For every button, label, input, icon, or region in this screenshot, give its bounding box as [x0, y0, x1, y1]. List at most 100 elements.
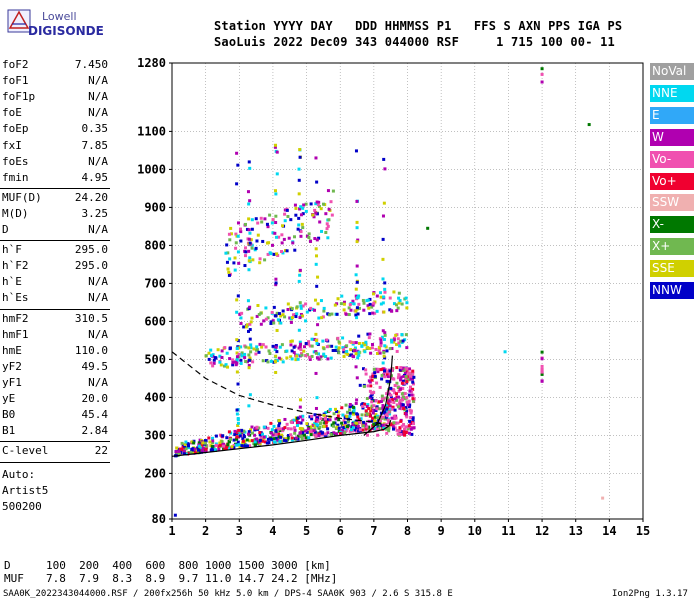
echo-point: [294, 315, 298, 319]
echo-point: [328, 208, 332, 212]
echo-point: [285, 208, 289, 212]
noise-point: [381, 277, 385, 281]
echo-point: [369, 394, 373, 398]
echo-point: [361, 298, 365, 302]
echo-point: [249, 238, 253, 242]
echo-point: [398, 387, 402, 391]
param-value: N/A: [88, 291, 108, 305]
echo-point: [379, 338, 383, 342]
param-name: h`Es: [2, 291, 29, 305]
echo-point: [320, 229, 324, 233]
noise-point: [315, 396, 319, 400]
echo-point: [393, 384, 397, 388]
param-name: hmF1: [2, 327, 29, 341]
noise-point: [356, 199, 360, 203]
noise-point: [540, 367, 544, 371]
echo-point: [407, 399, 411, 403]
echo-point: [370, 404, 374, 408]
echo-point: [184, 452, 188, 456]
param-name: M(D): [2, 206, 29, 220]
noise-point: [315, 180, 319, 184]
echo-point: [243, 444, 247, 448]
noise-point: [274, 235, 278, 239]
echo-point: [371, 416, 375, 420]
echo-point: [351, 349, 355, 353]
echo-point: [409, 411, 413, 415]
echo-point: [221, 434, 225, 438]
echo-point: [263, 258, 267, 262]
echo-point: [353, 309, 357, 313]
echo-point: [271, 344, 275, 348]
noise-point: [587, 123, 591, 127]
echo-point: [336, 414, 340, 418]
echo-point: [341, 346, 345, 350]
echo-point: [222, 443, 226, 447]
echo-point: [396, 385, 400, 389]
param-value: 7.450: [74, 58, 108, 71]
echo-point: [379, 295, 383, 299]
echo-point: [220, 443, 224, 447]
echo-point: [247, 346, 251, 350]
echo-point: [405, 370, 409, 374]
echo-point: [308, 357, 312, 361]
echo-point: [379, 341, 383, 345]
param-name: yF1: [2, 375, 22, 389]
echo-point: [239, 433, 243, 437]
param-value: 24.20: [74, 190, 108, 204]
echo-point: [379, 411, 383, 415]
echo-point: [342, 308, 346, 312]
echo-point: [200, 440, 204, 444]
param-value: 295.0: [74, 243, 108, 257]
echo-point: [326, 418, 330, 422]
echo-point: [315, 338, 319, 342]
echo-point: [397, 296, 401, 300]
echo-point: [193, 450, 197, 454]
x-tick-label: 9: [438, 524, 445, 538]
echo-point: [249, 346, 253, 350]
echo-point: [200, 444, 204, 448]
noise-point: [235, 355, 239, 359]
noise-point: [314, 338, 318, 342]
echo-point: [319, 430, 323, 434]
echo-point: [289, 420, 293, 424]
echo-point: [387, 392, 391, 396]
echo-point: [233, 268, 237, 272]
echo-point: [182, 444, 186, 448]
echo-point: [207, 357, 211, 361]
noise-point: [382, 337, 386, 341]
echo-point: [340, 421, 344, 425]
echo-point: [273, 355, 277, 359]
echo-point: [254, 438, 258, 442]
echo-point: [322, 352, 326, 356]
echo-point: [258, 257, 262, 261]
echo-point: [239, 433, 243, 437]
echo-point: [231, 361, 235, 365]
echo-point: [380, 416, 384, 420]
echo-point: [259, 322, 263, 326]
echo-point: [340, 431, 344, 435]
echo-point: [335, 312, 339, 316]
echo-point: [390, 422, 394, 426]
param-value: 20.0: [81, 392, 109, 405]
echo-point: [189, 451, 193, 455]
echo-point: [399, 366, 403, 370]
echo-point: [379, 424, 383, 428]
echo-point: [401, 432, 405, 436]
noise-point: [236, 421, 240, 425]
param-value: N/A: [88, 223, 108, 236]
noise-point: [298, 207, 302, 211]
echo-point: [322, 309, 326, 313]
echo-point: [407, 393, 411, 397]
noise-point: [298, 268, 302, 272]
echo-point: [174, 453, 178, 457]
echo-point: [408, 385, 412, 389]
echo-point: [198, 440, 202, 444]
muf-values: 7.8 7.9 8.3 8.9 9.7 11.0 14.7 24.2 [MHz]: [46, 572, 338, 585]
echo-point: [253, 248, 257, 252]
echo-point: [401, 398, 405, 402]
echo-point: [403, 368, 407, 372]
param-name: h`F: [2, 243, 22, 257]
echo-point: [254, 441, 258, 445]
echo-point: [275, 427, 279, 431]
echo-point: [350, 426, 354, 430]
